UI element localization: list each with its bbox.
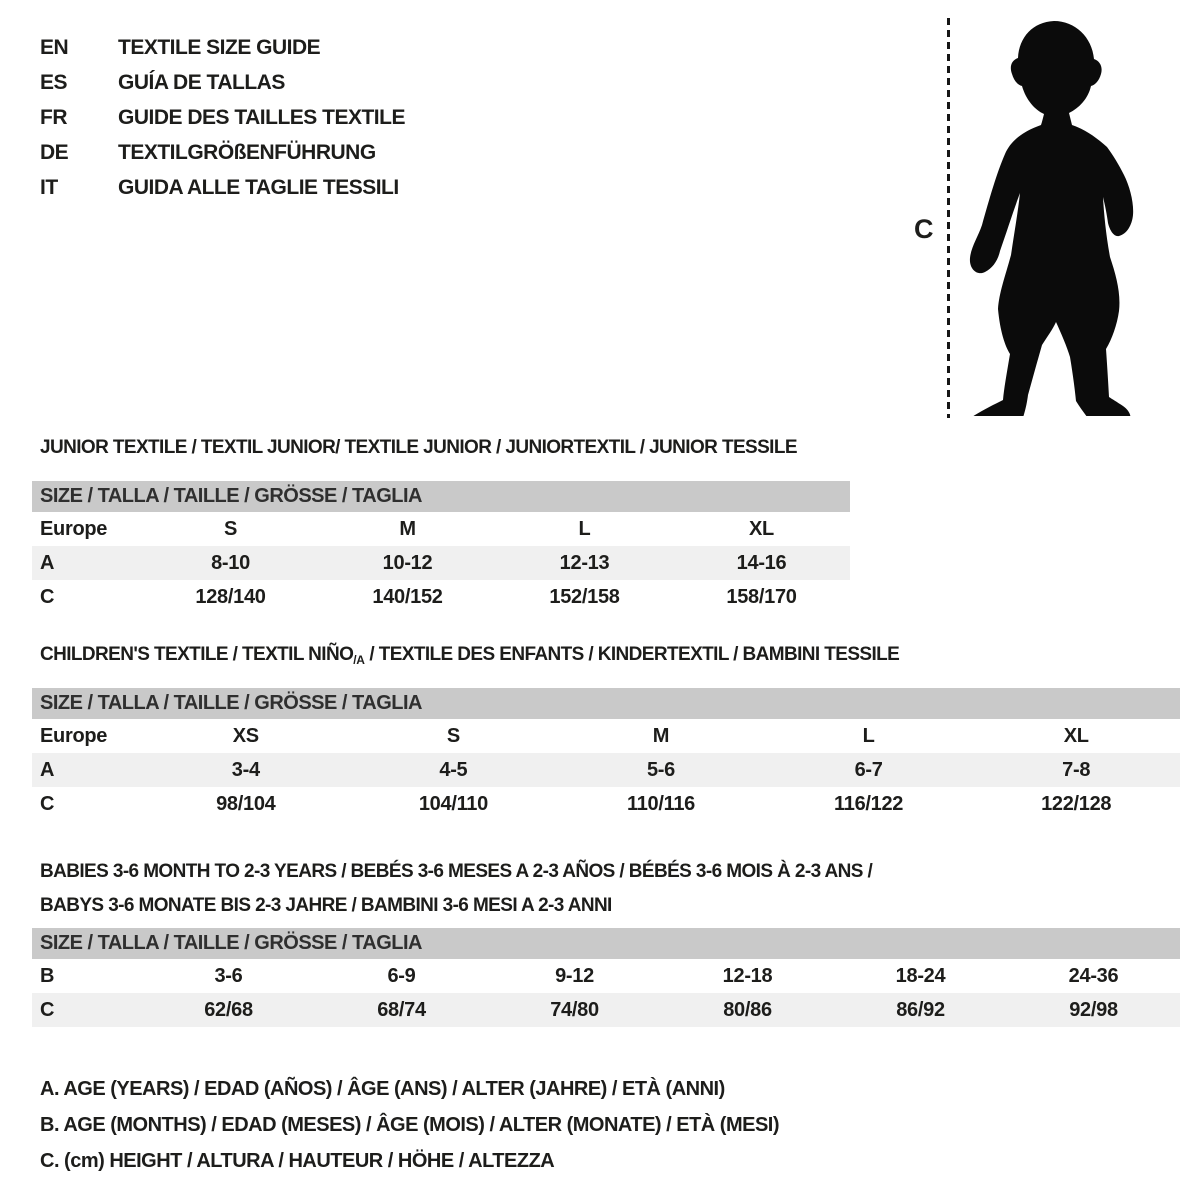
age-value: 6-7 [854, 758, 883, 781]
babies-table-header: SIZE / TALLA / TAILLE / GRÖSSE / TAGLIA [32, 928, 1180, 959]
size-value: L [862, 724, 875, 747]
footnote-a: A. AGE (YEARS) / EDAD (AÑOS) / ÂGE (ANS)… [40, 1077, 725, 1100]
age-value: 3-4 [231, 758, 260, 781]
language-title: TEXTILE SIZE GUIDE [118, 35, 321, 59]
age-value: 5-6 [646, 758, 675, 781]
children-table-header: SIZE / TALLA / TAILLE / GRÖSSE / TAGLIA [32, 688, 1180, 719]
language-title: GUIDE DES TAILLES TEXTILE [118, 105, 405, 129]
junior-table-header: SIZE / TALLA / TAILLE / GRÖSSE / TAGLIA [32, 481, 850, 512]
table-row-europe: Europe XS S M L XL [32, 719, 1180, 753]
table-row-height: C 62/68 68/74 74/80 80/86 86/92 92/98 [32, 993, 1180, 1027]
months-value: 12-18 [722, 964, 773, 987]
size-value: S [223, 517, 238, 540]
footnote-c: C. (cm) HEIGHT / ALTURA / HAUTEUR / HÖHE… [40, 1149, 555, 1172]
height-value: 98/104 [216, 792, 276, 815]
row-label: A [40, 551, 55, 574]
language-row-en: EN TEXTILE SIZE GUIDE [40, 30, 405, 65]
language-row-fr: FR GUIDE DES TAILLES TEXTILE [40, 100, 405, 135]
age-value: 8-10 [211, 551, 250, 574]
language-row-it: IT GUIDA ALLE TAGLIE TESSILI [40, 170, 405, 205]
size-value: L [578, 517, 591, 540]
height-value: 80/86 [723, 998, 772, 1021]
language-code: FR [40, 105, 68, 129]
height-value: 158/170 [726, 585, 797, 608]
language-title: GUÍA DE TALLAS [118, 70, 285, 94]
height-value: 74/80 [550, 998, 599, 1021]
months-value: 24-36 [1068, 964, 1119, 987]
table-row-height: C 98/104 104/110 110/116 116/122 122/128 [32, 787, 1180, 821]
legend-footnotes: A. AGE (YEARS) / EDAD (AÑOS) / ÂGE (ANS)… [40, 1071, 780, 1179]
size-value: XS [232, 724, 259, 747]
language-row-de: DE TEXTILGRÖßENFÜHRUNG [40, 135, 405, 170]
junior-section-title: JUNIOR TEXTILE / TEXTIL JUNIOR/ TEXTILE … [40, 437, 798, 458]
language-code: IT [40, 175, 58, 199]
months-value: 3-6 [214, 964, 243, 987]
age-value: 14-16 [736, 551, 787, 574]
table-row-europe: Europe S M L XL [32, 512, 850, 546]
height-value: 128/140 [195, 585, 266, 608]
language-code: ES [40, 70, 68, 94]
babies-size-table: SIZE / TALLA / TAILLE / GRÖSSE / TAGLIA … [32, 928, 1180, 1027]
children-title-sub: /A [353, 653, 365, 667]
children-title-text: / TEXTILE DES ENFANTS / KINDERTEXTIL / B… [364, 644, 900, 665]
height-value: 152/158 [549, 585, 620, 608]
height-value: 110/116 [626, 792, 695, 815]
height-value: 92/98 [1069, 998, 1118, 1021]
size-value: M [652, 724, 670, 747]
age-value: 12-13 [559, 551, 610, 574]
height-value: 140/152 [372, 585, 443, 608]
footnote-b: B. AGE (MONTHS) / EDAD (MESES) / ÂGE (MO… [40, 1113, 780, 1136]
row-label: C [40, 585, 55, 608]
height-value: 68/74 [377, 998, 426, 1021]
row-label: Europe [40, 517, 108, 540]
language-row-es: ES GUÍA DE TALLAS [40, 65, 405, 100]
table-row-age: A 8-10 10-12 12-13 14-16 [32, 546, 850, 580]
height-value: 62/68 [204, 998, 253, 1021]
size-value: S [446, 724, 460, 747]
children-title-text: CHILDREN'S TEXTILE / TEXTIL NIÑO [40, 644, 354, 665]
age-value: 4-5 [439, 758, 468, 781]
language-title: GUIDA ALLE TAGLIE TESSILI [118, 175, 399, 199]
babies-title-line1: BABIES 3-6 MONTH TO 2-3 YEARS / BEBÉS 3-… [40, 861, 873, 882]
babies-title-line2: BABYS 3-6 MONATE BIS 2-3 JAHRE / BAMBINI… [40, 895, 612, 916]
language-title: TEXTILGRÖßENFÜHRUNG [118, 140, 376, 164]
height-value: 122/128 [1041, 792, 1112, 815]
row-label: A [40, 758, 55, 781]
language-header: EN TEXTILE SIZE GUIDE ES GUÍA DE TALLAS … [40, 30, 405, 205]
size-value: XL [749, 517, 774, 540]
children-size-table: SIZE / TALLA / TAILLE / GRÖSSE / TAGLIA … [32, 688, 1180, 821]
height-value: 86/92 [896, 998, 945, 1021]
age-value: 10-12 [382, 551, 433, 574]
months-value: 18-24 [895, 964, 946, 987]
row-label: Europe [40, 724, 108, 747]
age-value: 7-8 [1062, 758, 1091, 781]
height-measure-dashed-line [947, 18, 950, 418]
toddler-silhouette-icon [969, 21, 1134, 416]
junior-size-table: SIZE / TALLA / TAILLE / GRÖSSE / TAGLIA … [32, 481, 850, 614]
children-section-title: CHILDREN'S TEXTILE / TEXTIL NIÑO/A / TEX… [40, 644, 900, 667]
table-row-months: B 3-6 6-9 9-12 12-18 18-24 24-36 [32, 959, 1180, 993]
height-value: 104/110 [418, 792, 488, 815]
months-value: 6-9 [387, 964, 416, 987]
months-value: 9-12 [555, 964, 594, 987]
row-label: B [40, 964, 55, 987]
row-label: C [40, 998, 55, 1021]
row-label: C [40, 792, 55, 815]
size-value: M [399, 517, 416, 540]
table-row-height: C 128/140 140/152 152/158 158/170 [32, 580, 850, 614]
height-line-label: C [914, 214, 934, 244]
size-value: XL [1063, 724, 1089, 747]
height-value: 116/122 [834, 792, 904, 815]
language-code: DE [40, 140, 69, 164]
babies-section-title: BABIES 3-6 MONTH TO 2-3 YEARS / BEBÉS 3-… [40, 855, 873, 923]
table-row-age: A 3-4 4-5 5-6 6-7 7-8 [32, 753, 1180, 787]
language-code: EN [40, 35, 69, 59]
